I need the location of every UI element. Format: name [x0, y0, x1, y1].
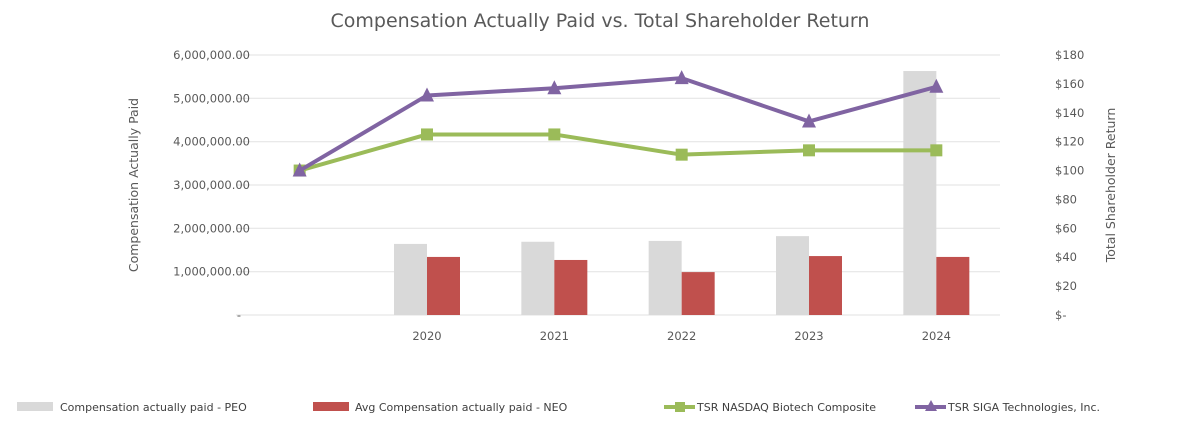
legend-triangle-marker: [925, 400, 937, 411]
square-marker: [675, 148, 688, 161]
bars: [394, 71, 970, 316]
right-tick-label: $160: [1055, 77, 1084, 91]
left-tick-label: 6,000,000.00: [173, 48, 250, 62]
square-marker: [421, 128, 433, 141]
x-tick-label: 2024: [922, 329, 951, 343]
right-axis-ticks: $- $20 $40 $60 $80 $100 $120 $140 $160 $180: [1055, 48, 1084, 322]
left-tick-label: 3,000,000.00: [173, 178, 250, 192]
legend-label: Compensation actually paid - PEO: [60, 401, 247, 414]
triangle-marker: [929, 78, 944, 93]
right-tick-label: $40: [1055, 250, 1077, 264]
bar-neo: [554, 259, 588, 315]
lines: [292, 70, 944, 177]
legend-swatch: [17, 402, 53, 411]
square-marker: [803, 144, 815, 157]
bar-neo: [936, 256, 970, 315]
right-tick-label: $60: [1055, 221, 1077, 235]
right-tick-label: $120: [1055, 135, 1084, 149]
chart-title: Compensation Actually Paid vs. Total Sha…: [331, 10, 870, 32]
legend-swatch: [313, 402, 349, 411]
bar-peo: [903, 71, 937, 316]
legend-label: TSR NASDAQ Biotech Composite: [696, 401, 876, 414]
triangle-marker: [802, 113, 816, 128]
triangle-marker: [547, 80, 562, 95]
square-marker: [930, 144, 943, 157]
bar-peo: [648, 240, 682, 315]
left-tick-label: 5,000,000.00: [173, 91, 250, 105]
gridlines: [236, 54, 1000, 316]
right-tick-label: $-: [1055, 308, 1066, 322]
x-tick-label: 2020: [412, 329, 441, 343]
left-axis-title: Compensation Actually Paid: [126, 98, 141, 272]
right-axis-title: Total Shareholder Return: [1103, 108, 1118, 264]
x-tick-label: 2021: [540, 329, 569, 343]
triangle-marker: [292, 162, 307, 177]
right-tick-label: $140: [1055, 106, 1084, 120]
left-tick-label: 4,000,000.00: [173, 135, 250, 149]
series-line-nasdaq: [299, 132, 937, 173]
bar-peo: [776, 236, 809, 315]
x-tick-label: 2022: [667, 329, 696, 343]
legend-label: Avg Compensation actually paid - NEO: [355, 401, 568, 414]
left-axis-ticks: - 1,000,000.00 2,000,000.00 3,000,000.00 4,0…: [173, 48, 250, 322]
left-tick-label: -: [237, 308, 241, 322]
square-marker: [548, 128, 561, 141]
left-tick-label: 2,000,000.00: [173, 221, 250, 235]
bar-neo: [427, 256, 460, 315]
legend: Compensation actually paid - PEO Avg Comp…: [17, 400, 1100, 414]
bar-neo: [809, 256, 842, 315]
right-tick-label: $100: [1055, 164, 1084, 178]
right-tick-label: $20: [1055, 279, 1077, 293]
left-tick-label: 1,000,000.00: [173, 265, 250, 279]
legend-label: TSR SIGA Technologies, Inc.: [947, 401, 1100, 414]
bar-peo: [521, 241, 555, 315]
bar-neo: [681, 272, 715, 315]
bar-peo: [394, 243, 427, 315]
triangle-marker: [420, 87, 434, 102]
right-tick-label: $180: [1055, 48, 1084, 62]
x-axis-ticks: 2020 2021 2022 2023 2024: [412, 329, 951, 343]
right-tick-label: $80: [1055, 192, 1077, 206]
x-tick-label: 2023: [794, 329, 823, 343]
legend-square-marker: [675, 402, 685, 412]
triangle-marker: [674, 70, 689, 85]
series-line-siga: [298, 76, 937, 173]
